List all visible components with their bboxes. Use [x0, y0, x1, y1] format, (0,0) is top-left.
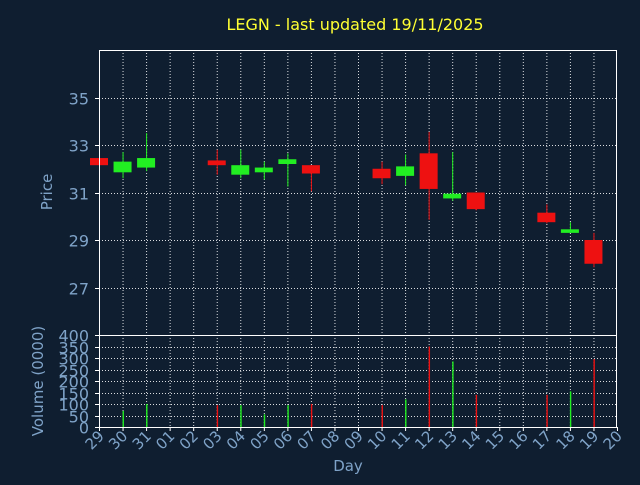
volume-tick-label: 300 [58, 350, 89, 369]
x-tick-label: 31 [129, 427, 155, 453]
volume-tick-label: 150 [58, 385, 89, 404]
volume-bar-18 [569, 391, 572, 427]
candle-31 [137, 133, 156, 172]
candle-17 [537, 204, 556, 224]
volume-bar-14 [475, 394, 478, 427]
x-tick-label: 17 [529, 427, 555, 453]
volume-bar-06 [287, 405, 289, 427]
candle-body [537, 212, 556, 223]
x-tick-label: 12 [411, 427, 437, 453]
volume-bar-30 [122, 410, 124, 427]
candle-14 [466, 192, 485, 211]
candle-body [137, 158, 156, 168]
x-tick-label: 15 [482, 427, 508, 453]
candle-body [466, 192, 485, 210]
x-tick-label: 11 [388, 427, 414, 453]
candle-04 [231, 149, 250, 179]
price-tick-label: 35 [69, 90, 89, 109]
x-tick-label: 16 [505, 427, 531, 453]
x-tick-label: 30 [105, 427, 131, 453]
candle-body [584, 240, 603, 264]
price-tick-label: 31 [69, 185, 89, 204]
x-tick-label: 01 [152, 427, 178, 453]
candle-07 [301, 165, 320, 192]
volume-bar-10 [381, 405, 383, 427]
volume-tick-label: 250 [58, 362, 89, 381]
candle-body [207, 160, 226, 166]
volume-axis-label: Volume (0000) [29, 326, 47, 436]
volume-tick-label: 50 [69, 408, 89, 427]
volume-bar-31 [146, 404, 148, 427]
candle-11 [396, 154, 415, 186]
x-tick-label: 05 [246, 427, 272, 453]
price-tick-label: 33 [69, 137, 89, 156]
volume-bar-13 [452, 361, 454, 427]
volume-bar-11 [405, 399, 407, 427]
volume-panel: 0501001502002503003504002930310102030405… [58, 327, 625, 454]
volume-bar-17 [546, 394, 548, 427]
candle-body [372, 168, 391, 179]
x-tick-label: 10 [364, 427, 390, 453]
x-tick-label: 08 [317, 427, 343, 453]
price-tick-label: 29 [69, 232, 89, 251]
candle-13 [443, 152, 462, 201]
x-tick-label: 20 [600, 427, 626, 453]
x-tick-label: 09 [341, 427, 367, 453]
volume-tick-label: 400 [58, 327, 89, 346]
candle-10 [372, 161, 391, 185]
candle-18 [560, 222, 579, 233]
volume-bar-04 [240, 405, 242, 427]
x-tick-label: 04 [223, 427, 249, 453]
candle-body [301, 165, 320, 174]
candle-19 [584, 232, 603, 268]
x-tick-label: 19 [576, 427, 602, 453]
volume-bar-07 [310, 404, 313, 427]
candle-12 [419, 131, 438, 220]
price-axis-label: Price [38, 174, 56, 211]
candle-body [396, 166, 415, 176]
candle-body [254, 167, 273, 173]
price-tick-label: 27 [69, 280, 89, 299]
candle-05 [254, 161, 273, 180]
x-tick-label: 03 [199, 427, 225, 453]
candle-body [419, 153, 438, 189]
candle-body [560, 229, 579, 233]
candle-body [113, 161, 132, 173]
candle-body [231, 165, 250, 175]
candle-body [278, 159, 297, 164]
x-tick-label: 13 [435, 427, 461, 453]
candle-03 [207, 149, 226, 175]
x-tick-label: 06 [270, 427, 296, 453]
x-axis-label: Day [333, 457, 363, 475]
volume-bar-12 [428, 346, 431, 427]
x-tick-label: 14 [458, 427, 484, 453]
candle-06 [278, 153, 297, 187]
volume-tick-label: 100 [58, 396, 89, 415]
volume-tick-label: 350 [58, 339, 89, 358]
candle-30 [113, 152, 132, 179]
volume-bar-05 [263, 414, 266, 427]
x-tick-label: 18 [553, 427, 579, 453]
chart-title: LEGN - last updated 19/11/2025 [226, 15, 483, 34]
x-tick-label: 02 [176, 427, 202, 453]
x-tick-label: 07 [294, 427, 320, 453]
volume-tick-label: 200 [58, 373, 89, 392]
candle-body [443, 193, 462, 199]
volume-tick-label: 0 [79, 419, 89, 438]
volume-bar-19 [593, 359, 595, 427]
volume-bar-03 [216, 405, 219, 427]
price-panel: 27 29 31 33 35 [69, 50, 617, 336]
